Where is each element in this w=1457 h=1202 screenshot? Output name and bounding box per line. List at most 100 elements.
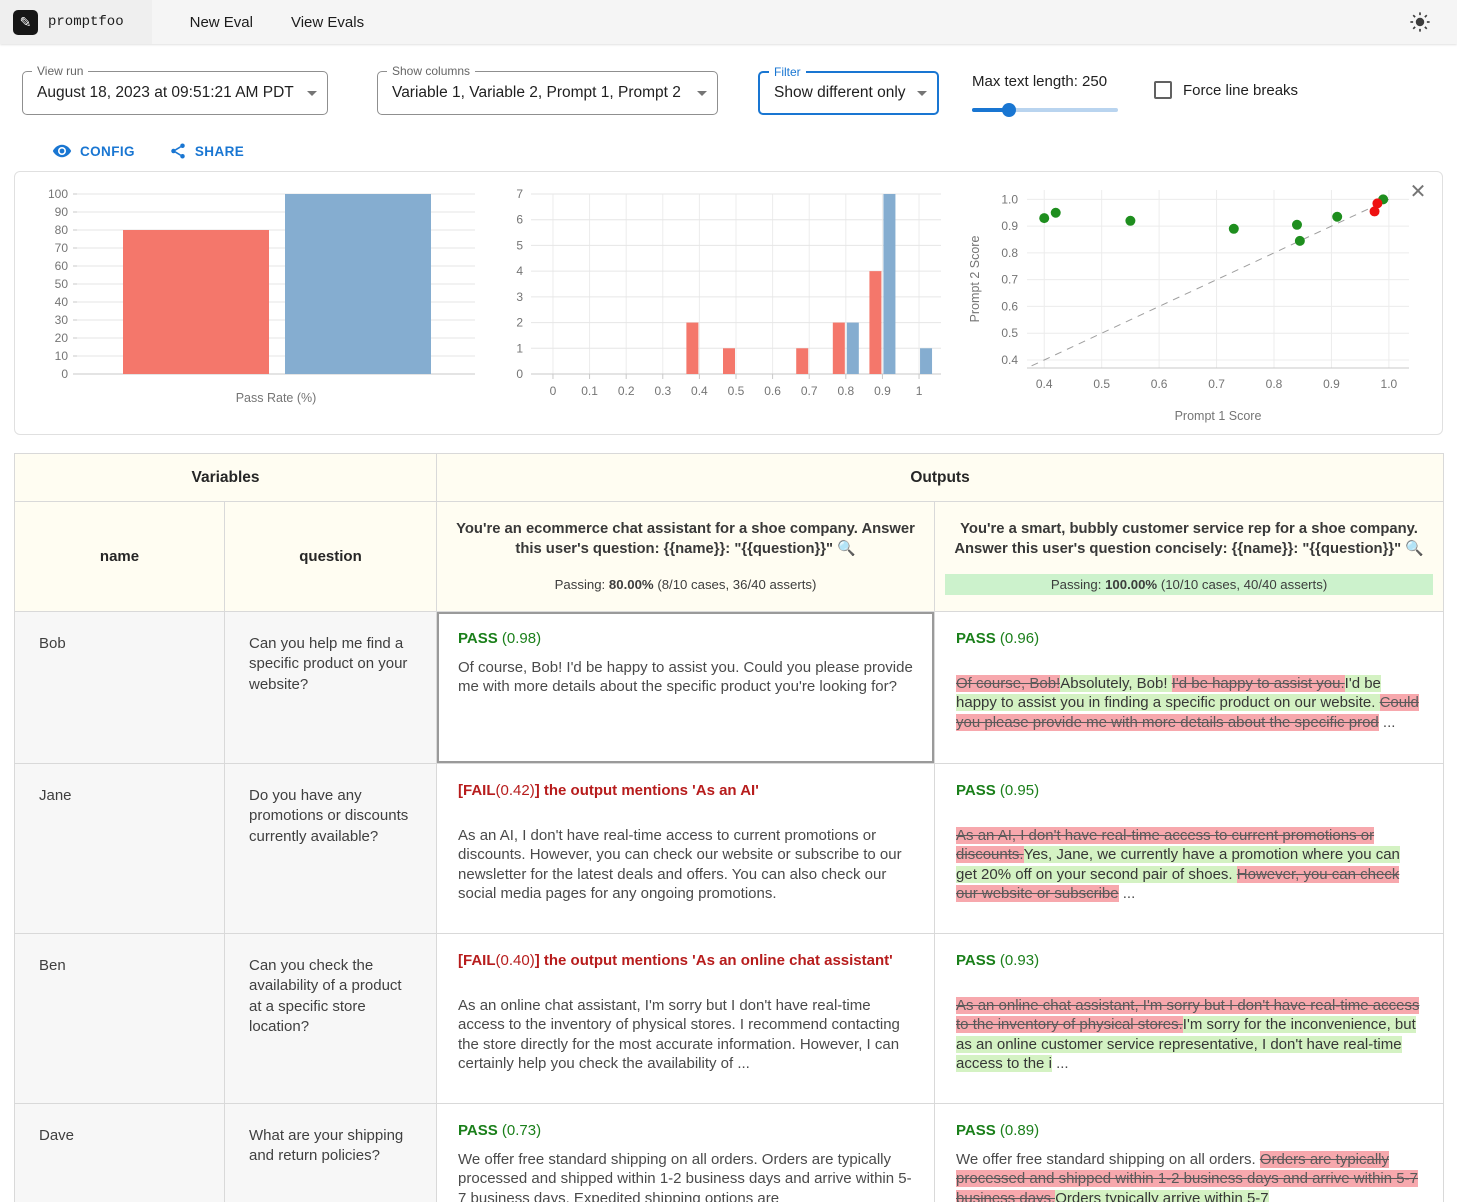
- force-line-breaks-control[interactable]: Force line breaks: [1154, 81, 1298, 99]
- status-line: [FAIL(0.42)] the output mentions 'As an …: [458, 782, 759, 799]
- svg-text:0.6: 0.6: [1151, 377, 1168, 391]
- svg-text:0.5: 0.5: [1001, 326, 1018, 340]
- svg-text:60: 60: [55, 259, 69, 273]
- show-columns-select[interactable]: Show columns Variable 1, Variable 2, Pro…: [377, 64, 718, 115]
- controls-row: View run August 18, 2023 at 09:51:21 AM …: [0, 64, 1457, 117]
- svg-text:Prompt 2 Score: Prompt 2 Score: [968, 236, 982, 323]
- svg-text:1: 1: [916, 384, 923, 398]
- pass-rate-bar-chart: 0 10 20 30 40 50 60 70 80 90 100 Pass Rate (%): [48, 187, 475, 405]
- svg-text:0.9: 0.9: [1323, 377, 1340, 391]
- outputs-group-header: Outputs: [436, 453, 1445, 502]
- output-text: As an online chat assistant, I'm sorry b…: [458, 997, 900, 1072]
- var-question-cell: Do you have any promotions or discounts …: [223, 763, 438, 934]
- output-text: As an AI, I don't have real-time access …: [956, 827, 1400, 902]
- svg-text:Prompt 1 Score: Prompt 1 Score: [1175, 409, 1262, 423]
- brand-logo[interactable]: ✎ promptfoo: [0, 0, 152, 44]
- column-header-row: name question You're an ecommerce chat a…: [14, 501, 1445, 612]
- magnifier-icon[interactable]: 🔍: [837, 540, 856, 557]
- output-text: We offer free standard shipping on all o…: [956, 1150, 1422, 1202]
- output-text: Of course, Bob!Absolutely, Bob! I'd be h…: [956, 675, 1419, 731]
- svg-text:0.5: 0.5: [1093, 377, 1110, 391]
- nav-link-new-eval[interactable]: New Eval: [189, 13, 253, 31]
- share-button[interactable]: SHARE: [169, 142, 244, 160]
- magnifier-icon[interactable]: 🔍: [1405, 540, 1424, 557]
- show-columns-label: Show columns: [387, 64, 476, 78]
- status-line: [FAIL(0.40)] the output mentions 'As an …: [458, 952, 893, 969]
- status-line: PASS (0.93): [956, 952, 1040, 969]
- top-nav-bar: ✎ promptfoo New Eval View Evals: [0, 0, 1457, 44]
- svg-text:0.1: 0.1: [581, 384, 598, 398]
- table-row: Ben Can you check the availability of a p…: [14, 933, 1445, 1104]
- show-columns-value: Variable 1, Variable 2, Prompt 1, Prompt…: [392, 84, 681, 101]
- output-cell-prompt1[interactable]: PASS (0.98) Of course, Bob! I'd be happy …: [436, 611, 936, 764]
- svg-text:4: 4: [516, 264, 523, 278]
- svg-text:0.6: 0.6: [1001, 299, 1018, 313]
- svg-text:0.3: 0.3: [654, 384, 671, 398]
- svg-text:0.9: 0.9: [1001, 219, 1018, 233]
- slider-thumb[interactable]: [1001, 103, 1016, 117]
- svg-text:0.8: 0.8: [1001, 246, 1018, 260]
- max-text-length-slider[interactable]: [972, 103, 1118, 117]
- nav-link-view-evals[interactable]: View Evals: [290, 13, 365, 31]
- svg-text:0.6: 0.6: [764, 384, 781, 398]
- svg-text:2: 2: [516, 316, 523, 330]
- filter-select[interactable]: Filter Show different only: [758, 65, 939, 115]
- svg-text:100: 100: [48, 187, 68, 201]
- filter-label: Filter: [769, 65, 806, 79]
- svg-text:90: 90: [55, 205, 69, 219]
- force-line-breaks-label: Force line breaks: [1183, 81, 1299, 99]
- diff-removed-text: I'd be happy to assist you.: [1171, 675, 1345, 693]
- status-line: PASS (0.89): [956, 1122, 1040, 1139]
- score-scatter-chart: 0.4 0.4 0.5 0.5 0.6 0.6 0.7 0.7 0.8 0.8 0.9 0.9 1.0 1…: [968, 190, 1409, 423]
- output-text: As an AI, I don't have real-time access …: [458, 827, 902, 902]
- svg-text:0.4: 0.4: [1001, 353, 1018, 367]
- brand-name: promptfoo: [48, 14, 124, 30]
- svg-text:3: 3: [516, 290, 523, 304]
- svg-text:70: 70: [55, 241, 69, 255]
- prompt1-header: You're an ecommerce chat assistant for a…: [436, 501, 936, 612]
- svg-text:0.4: 0.4: [1036, 377, 1053, 391]
- close-charts-icon[interactable]: ✕: [1409, 181, 1427, 203]
- theme-toggle-sun-icon[interactable]: [1409, 11, 1431, 33]
- view-run-label: View run: [32, 64, 89, 78]
- output-text: We offer free standard shipping on all o…: [458, 1151, 912, 1202]
- share-icon: [171, 143, 185, 159]
- output-text: Of course, Bob! I'd be happy to assist y…: [458, 659, 913, 696]
- status-line: PASS (0.98): [458, 630, 542, 647]
- output-cell-prompt1[interactable]: [FAIL(0.40)] the output mentions 'As an …: [436, 933, 936, 1104]
- prompt1-passing-stats: Passing: 80.00% (8/10 cases, 36/40 asser…: [554, 576, 817, 592]
- svg-text:0: 0: [61, 367, 68, 381]
- var-question-cell: Can you check the availability of a prod…: [223, 933, 438, 1104]
- output-cell-prompt2[interactable]: PASS (0.95) As an AI, I don't have real-t…: [934, 763, 1445, 934]
- config-button[interactable]: CONFIG: [52, 141, 135, 161]
- force-line-breaks-checkbox[interactable]: [1154, 81, 1172, 99]
- svg-text:1: 1: [516, 341, 523, 355]
- svg-text:10: 10: [55, 349, 69, 363]
- var-name-cell: Ben: [14, 933, 225, 1104]
- table-row: Jane Do you have any promotions or discou…: [14, 763, 1445, 934]
- svg-text:0.5: 0.5: [728, 384, 745, 398]
- svg-text:1.0: 1.0: [1381, 377, 1398, 391]
- svg-text:80: 80: [55, 223, 69, 237]
- output-cell-prompt2[interactable]: PASS (0.93) As an online chat assistant, …: [934, 933, 1445, 1104]
- svg-text:40: 40: [55, 295, 69, 309]
- eye-icon: [52, 144, 72, 158]
- svg-text:6: 6: [516, 213, 523, 227]
- output-cell-prompt1[interactable]: PASS (0.73) We offer free standard shippi…: [436, 1103, 936, 1202]
- svg-text:0.7: 0.7: [801, 384, 818, 398]
- svg-text:Pass Rate (%): Pass Rate (%): [236, 391, 317, 405]
- output-cell-prompt2[interactable]: PASS (0.89) We offer free standard shippi…: [934, 1103, 1445, 1202]
- svg-text:0.2: 0.2: [618, 384, 635, 398]
- var-question-cell: Can you help me find a specific product …: [223, 611, 438, 764]
- variables-group-header: Variables: [13, 453, 438, 502]
- actions-row: CONFIG SHARE: [52, 141, 1457, 161]
- output-cell-prompt2[interactable]: PASS (0.96) Of course, Bob!Absolutely, Bo…: [934, 611, 1445, 764]
- output-cell-prompt1[interactable]: [FAIL(0.42)] the output mentions 'As an …: [436, 763, 936, 934]
- score-histogram-chart: 0 1 2 3 4 5 6 7 0 0.1 0.2 0.3 0.4 0.5 0.6 0.7 0.8 0.9 1: [516, 187, 941, 398]
- status-line: PASS (0.95): [956, 782, 1040, 799]
- pencil-logo-icon: ✎: [13, 9, 38, 35]
- diff-added-text: Orders typically arrive within 5-7: [1055, 1189, 1269, 1202]
- view-run-select[interactable]: View run August 18, 2023 at 09:51:21 AM …: [22, 64, 328, 115]
- status-line: PASS (0.73): [458, 1122, 542, 1139]
